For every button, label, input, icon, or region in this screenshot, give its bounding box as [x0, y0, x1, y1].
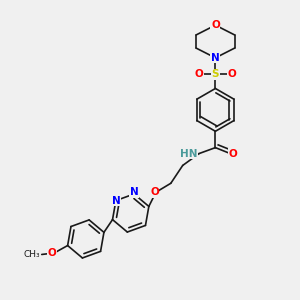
Text: HN: HN	[180, 148, 198, 159]
Text: N: N	[211, 53, 220, 63]
Text: N: N	[112, 196, 120, 206]
Text: O: O	[211, 20, 220, 30]
Text: O: O	[47, 248, 56, 258]
Text: O: O	[227, 69, 236, 79]
Text: S: S	[212, 69, 219, 79]
Text: O: O	[150, 187, 159, 197]
Text: N: N	[130, 188, 138, 197]
Text: CH₃: CH₃	[24, 250, 40, 259]
Text: O: O	[229, 148, 238, 159]
Text: O: O	[195, 69, 203, 79]
